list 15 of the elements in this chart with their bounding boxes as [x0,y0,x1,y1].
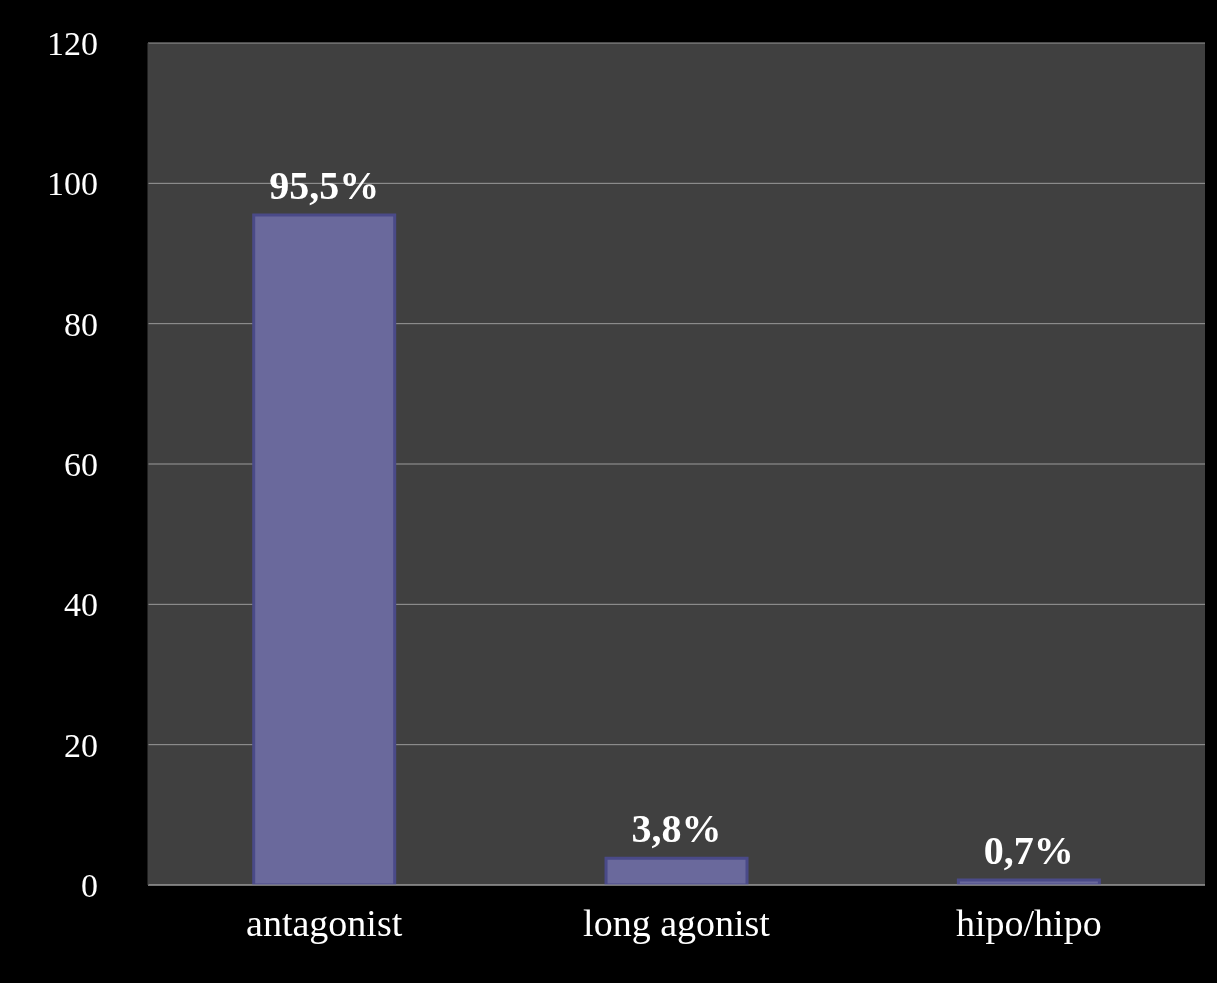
y-tick-label: 0 [81,867,98,905]
data-label: 95,5% [269,162,380,208]
bar [252,213,397,885]
y-tick-label: 60 [64,446,98,484]
x-tick-label: antagonist [246,901,403,944]
x-tick-label: hipo/hipo [955,901,1102,944]
y-tick-label: 40 [64,586,98,624]
y-tick-label: 100 [47,165,98,203]
y-tick-label: 80 [64,305,98,343]
y-tick-label: 120 [47,25,98,63]
y-tick-label: 20 [64,726,98,764]
x-tick-label: long agonist [583,901,771,944]
data-label: 3,8% [631,806,722,852]
data-label: 0,7% [983,828,1074,874]
bar [604,856,749,885]
